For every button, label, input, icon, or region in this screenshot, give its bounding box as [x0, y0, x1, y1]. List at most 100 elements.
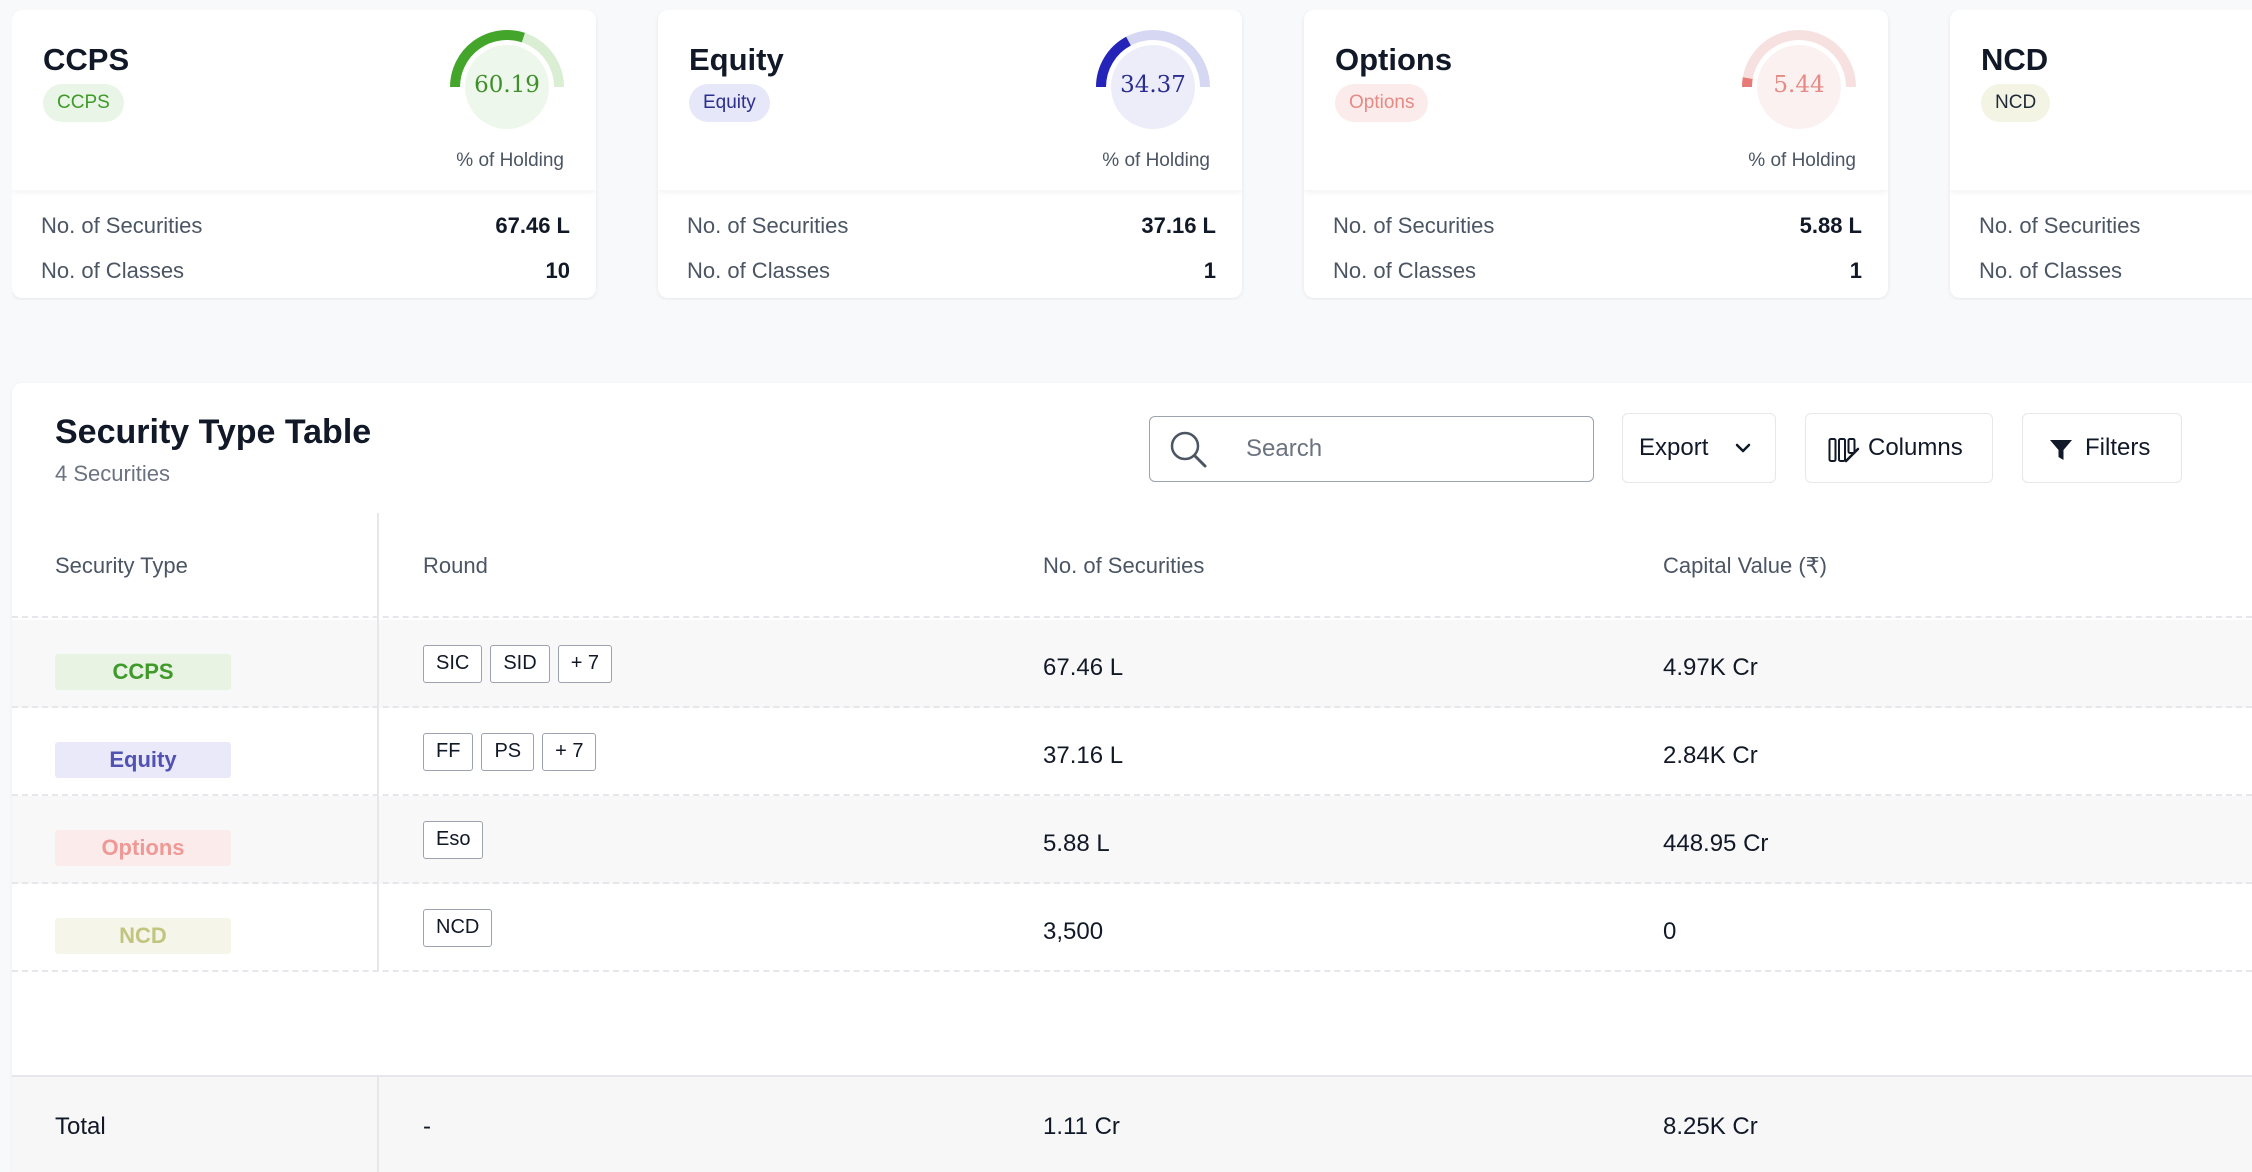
securities-cell: 67.46 L [1043, 654, 1124, 681]
holding-percent: 60.19 [474, 72, 540, 98]
security-type-pill: Options [55, 830, 231, 866]
header-no-of-securities[interactable]: No. of Securities [1043, 553, 1205, 578]
round-chip[interactable]: SIC [423, 645, 483, 683]
search-box[interactable] [1149, 416, 1594, 482]
stat-label: No. of Classes [1979, 258, 2123, 283]
stat-label: No. of Securities [687, 213, 849, 238]
card-equity[interactable]: Equity Equity 34.37 % of Holding No. of Secu… [658, 10, 1242, 298]
securities-cell: 37.16 L [1043, 742, 1124, 769]
round-chip[interactable]: + 7 [542, 733, 597, 771]
holding-caption: % of Holding [456, 150, 564, 171]
round-chips: FF PS + 7 [423, 733, 604, 771]
stat-value: 5.88 L [1799, 213, 1862, 238]
stat-label: No. of Classes [41, 258, 185, 283]
holding-percent: 34.37 [1120, 72, 1186, 98]
table-row[interactable]: CCPS SIC SID + 7 67.46 L 4.97K Cr [12, 620, 2252, 708]
gauge-value-arc [1742, 77, 1753, 88]
card-ncd[interactable]: NCD NCD No. of Securities No. of Classes [1950, 10, 2252, 298]
gauge-value-arc [450, 30, 525, 88]
total-label: Total [55, 1113, 106, 1140]
stat-row-securities: No. of Securities [1979, 213, 2252, 243]
export-button[interactable]: Export [1622, 413, 1776, 483]
search-icon [1170, 431, 1207, 468]
stat-value: 1 [1849, 258, 1862, 283]
stat-row-securities: No. of Securities 37.16 L [687, 213, 1216, 243]
round-chips: SIC SID + 7 [423, 645, 620, 683]
table-row[interactable]: NCD NCD 3,500 0 [12, 884, 2252, 972]
holding-gauge [450, 30, 564, 129]
stat-row-classes: No. of Classes 1 [687, 258, 1216, 288]
stat-row-classes: No. of Classes [1979, 258, 2252, 288]
security-type-pill: CCPS [55, 654, 231, 690]
capital-value-cell: 0 [1663, 918, 1677, 945]
holding-caption: % of Holding [1748, 150, 1856, 171]
stat-label: No. of Securities [41, 213, 203, 238]
round-chip[interactable]: + 7 [557, 645, 613, 683]
stat-label: No. of Securities [1333, 213, 1495, 238]
header-capital-value[interactable]: Capital Value (₹) [1663, 553, 1827, 578]
stat-row-classes: No. of Classes 1 [1333, 258, 1862, 288]
header-round[interactable]: Round [423, 553, 488, 578]
stat-value: 67.46 L [495, 213, 570, 238]
search-input[interactable] [1246, 429, 1576, 469]
header-security-type[interactable]: Security Type [55, 553, 188, 578]
round-chip[interactable]: PS [481, 733, 535, 771]
stat-value: 37.16 L [1141, 213, 1216, 238]
filter-icon [2050, 440, 2072, 460]
holding-caption: % of Holding [1102, 150, 1210, 171]
round-chip[interactable]: NCD [423, 909, 493, 947]
security-summary-cards: CCPS CCPS 60.19 % of Holding No. of Securiti… [12, 10, 2252, 300]
gauge-track [1742, 30, 1856, 88]
export-label: Export [1639, 434, 1709, 461]
chevron-down-icon [1735, 443, 1751, 453]
card-type-badge: Options [1335, 84, 1429, 122]
capital-value-cell: 2.84K Cr [1663, 742, 1758, 769]
columns-label: Columns [1868, 434, 1963, 461]
table-title: Security Type Table [55, 413, 372, 451]
holding-percent: 5.44 [1773, 72, 1825, 98]
capital-value-cell: 448.95 Cr [1663, 830, 1769, 857]
securities-cell: 3,500 [1043, 918, 1104, 945]
total-securities: 1.11 Cr [1043, 1113, 1120, 1140]
security-type-table-panel: Security Type Table 4 Securities Export … [12, 383, 2252, 1172]
round-chip[interactable]: FF [423, 733, 474, 771]
round-chips: NCD [423, 909, 500, 947]
columns-button[interactable]: Columns [1805, 413, 1993, 483]
round-chip[interactable]: Eso [423, 821, 484, 859]
filters-label: Filters [2085, 434, 2151, 461]
columns-icon [1828, 438, 1860, 463]
holding-gauge [1096, 30, 1210, 129]
stat-row-classes: No. of Classes 10 [41, 258, 570, 288]
table-header: Security Type Round No. of Securities Ca… [12, 513, 2252, 618]
securities-cell: 5.88 L [1043, 830, 1110, 857]
stat-label: No. of Classes [687, 258, 831, 283]
card-type-badge: CCPS [43, 84, 124, 122]
security-type-pill: Equity [55, 742, 231, 778]
stat-row-securities: No. of Securities 67.46 L [41, 213, 570, 243]
stat-value: 1 [1203, 258, 1216, 283]
total-round: - [423, 1113, 431, 1140]
security-type-pill: NCD [55, 918, 231, 954]
card-title: CCPS [43, 42, 130, 77]
card-ccps[interactable]: CCPS CCPS 60.19 % of Holding No. of Securiti… [12, 10, 596, 298]
card-title: Equity [689, 42, 784, 77]
table-total-row: Total - 1.11 Cr 8.25K Cr [12, 1075, 2252, 1172]
gauge-value-arc [1096, 36, 1132, 88]
stat-label: No. of Classes [1333, 258, 1477, 283]
round-chip[interactable]: SID [490, 645, 550, 683]
table-row[interactable]: Equity FF PS + 7 37.16 L 2.84K Cr [12, 708, 2252, 796]
total-capital-value: 8.25K Cr [1663, 1113, 1758, 1140]
securities-count: 4 Securities [55, 461, 170, 486]
card-type-badge: NCD [1981, 84, 2051, 122]
card-type-badge: Equity [689, 84, 770, 122]
column-divider [377, 513, 379, 971]
column-divider [377, 1077, 379, 1172]
filters-button[interactable]: Filters [2022, 413, 2182, 483]
table-row[interactable]: Options Eso 5.88 L 448.95 Cr [12, 796, 2252, 884]
round-chips: Eso [423, 821, 491, 859]
stat-row-securities: No. of Securities 5.88 L [1333, 213, 1862, 243]
stat-label: No. of Securities [1979, 213, 2141, 238]
card-options[interactable]: Options Options 5.44 % of Holding No. of Sec… [1304, 10, 1888, 298]
card-title: Options [1335, 42, 1453, 77]
card-title: NCD [1981, 42, 2049, 77]
